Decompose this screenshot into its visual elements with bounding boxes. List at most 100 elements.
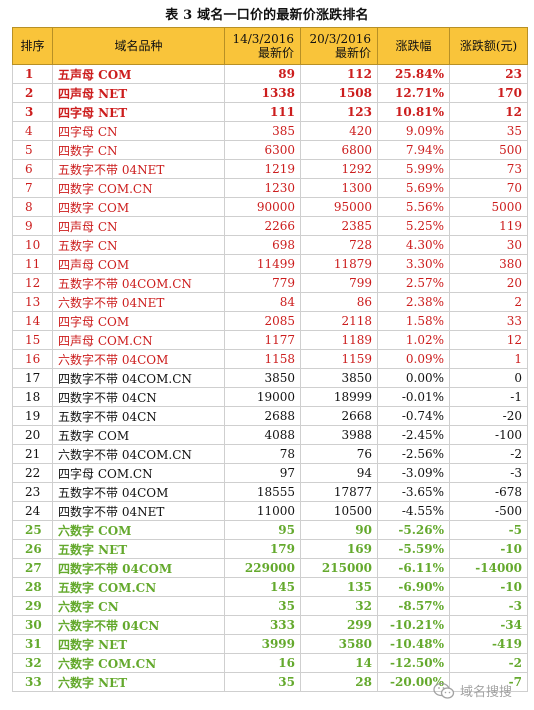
cell-domain-type: 四数字不带 04COM.CN bbox=[52, 368, 225, 388]
cell-change-pct: 0.09% bbox=[377, 349, 450, 369]
header-new-label: 最新价 bbox=[334, 46, 371, 60]
cell-rank: 11 bbox=[12, 254, 53, 274]
header-rank: 排序 bbox=[12, 27, 53, 65]
cell-old-price: 2688 bbox=[224, 406, 301, 426]
cell-change-pct: 10.81% bbox=[377, 102, 450, 122]
cell-old-price: 19000 bbox=[224, 387, 301, 407]
cell-new-price: 76 bbox=[300, 444, 378, 464]
cell-domain-type: 四数字不带 04CN bbox=[52, 387, 225, 407]
cell-change-amt: -34 bbox=[449, 615, 528, 635]
cell-change-pct: -8.57% bbox=[377, 596, 450, 616]
cell-change-amt: 0 bbox=[449, 368, 528, 388]
cell-domain-type: 四声母 COM bbox=[52, 254, 225, 274]
cell-rank: 2 bbox=[12, 83, 53, 103]
cell-rank: 1 bbox=[12, 64, 53, 84]
cell-domain-type: 五数字不带 04COM bbox=[52, 482, 225, 502]
cell-change-amt: 170 bbox=[449, 83, 528, 103]
cell-new-price: 2385 bbox=[300, 216, 378, 236]
cell-new-price: 10500 bbox=[300, 501, 378, 521]
cell-change-pct: 9.09% bbox=[377, 121, 450, 141]
cell-domain-type: 五数字不带 04CN bbox=[52, 406, 225, 426]
cell-new-price: 90 bbox=[300, 520, 378, 540]
header-change-pct: 涨跌幅 bbox=[377, 27, 450, 65]
cell-old-price: 1338 bbox=[224, 83, 301, 103]
cell-rank: 16 bbox=[12, 349, 53, 369]
cell-new-price: 18999 bbox=[300, 387, 378, 407]
cell-change-pct: -3.65% bbox=[377, 482, 450, 502]
table-row: 4 四字母 CN 385 420 9.09% 35 bbox=[12, 121, 528, 141]
cell-old-price: 90000 bbox=[224, 197, 301, 217]
cell-rank: 24 bbox=[12, 501, 53, 521]
cell-rank: 19 bbox=[12, 406, 53, 426]
cell-old-price: 111 bbox=[224, 102, 301, 122]
wechat-icon bbox=[433, 682, 455, 699]
cell-change-amt: 12 bbox=[449, 330, 528, 350]
cell-domain-type: 五数字 CN bbox=[52, 235, 225, 255]
table-row: 29 六数字 CN 35 32 -8.57% -3 bbox=[12, 596, 528, 616]
cell-rank: 7 bbox=[12, 178, 53, 198]
cell-change-amt: 70 bbox=[449, 178, 528, 198]
table-row: 30 六数字不带 04CN 333 299 -10.21% -34 bbox=[12, 615, 528, 635]
cell-rank: 13 bbox=[12, 292, 53, 312]
cell-change-pct: -20.00% bbox=[377, 672, 450, 692]
cell-change-amt: -500 bbox=[449, 501, 528, 521]
cell-old-price: 1219 bbox=[224, 159, 301, 179]
cell-change-amt: 500 bbox=[449, 140, 528, 160]
cell-rank: 33 bbox=[12, 672, 53, 692]
header-old-date: 14/3/2016 bbox=[232, 32, 294, 46]
cell-old-price: 229000 bbox=[224, 558, 301, 578]
cell-old-price: 11499 bbox=[224, 254, 301, 274]
cell-new-price: 135 bbox=[300, 577, 378, 597]
cell-change-amt: 33 bbox=[449, 311, 528, 331]
cell-rank: 10 bbox=[12, 235, 53, 255]
cell-change-pct: 2.38% bbox=[377, 292, 450, 312]
cell-change-amt: -2 bbox=[449, 653, 528, 673]
table-row: 7 四数字 COM.CN 1230 1300 5.69% 70 bbox=[12, 178, 528, 198]
cell-change-amt: -678 bbox=[449, 482, 528, 502]
cell-new-price: 799 bbox=[300, 273, 378, 293]
header-old-label: 最新价 bbox=[257, 46, 294, 60]
cell-new-price: 11879 bbox=[300, 254, 378, 274]
cell-rank: 17 bbox=[12, 368, 53, 388]
table-row: 21 六数字不带 04COM.CN 78 76 -2.56% -2 bbox=[12, 444, 528, 464]
table-row: 16 六数字不带 04COM 1158 1159 0.09% 1 bbox=[12, 349, 528, 369]
table-row: 12 五数字不带 04COM.CN 779 799 2.57% 20 bbox=[12, 273, 528, 293]
cell-domain-type: 六数字不带 04COM.CN bbox=[52, 444, 225, 464]
table-header: 排序 域名品种 14/3/2016 最新价 20/3/2016 最新价 涨跌幅 … bbox=[12, 27, 528, 65]
cell-change-pct: 5.56% bbox=[377, 197, 450, 217]
table-title: 表 3 域名一口价的最新价涨跌排名 bbox=[165, 8, 369, 23]
cell-domain-type: 四数字不带 04NET bbox=[52, 501, 225, 521]
cell-change-pct: -3.09% bbox=[377, 463, 450, 483]
table-row: 32 六数字 COM.CN 16 14 -12.50% -2 bbox=[12, 653, 528, 673]
cell-domain-type: 五数字不带 04COM.CN bbox=[52, 273, 225, 293]
cell-old-price: 698 bbox=[224, 235, 301, 255]
table-row: 33 六数字 NET 35 28 -20.00% -7 bbox=[12, 672, 528, 692]
cell-domain-type: 六数字不带 04COM bbox=[52, 349, 225, 369]
cell-old-price: 385 bbox=[224, 121, 301, 141]
cell-domain-type: 四声母 NET bbox=[52, 83, 225, 103]
cell-change-pct: -10.21% bbox=[377, 615, 450, 635]
cell-change-pct: 2.57% bbox=[377, 273, 450, 293]
table-row: 31 四数字 NET 3999 3580 -10.48% -419 bbox=[12, 634, 528, 654]
cell-change-pct: 5.69% bbox=[377, 178, 450, 198]
table-row: 8 四数字 COM 90000 95000 5.56% 5000 bbox=[12, 197, 528, 217]
cell-domain-type: 四字母 COM.CN bbox=[52, 463, 225, 483]
cell-old-price: 1158 bbox=[224, 349, 301, 369]
cell-domain-type: 五声母 COM bbox=[52, 64, 225, 84]
cell-old-price: 6300 bbox=[224, 140, 301, 160]
cell-old-price: 11000 bbox=[224, 501, 301, 521]
cell-change-amt: -7 bbox=[449, 672, 528, 692]
table-body: 1 五声母 COM 89 112 25.84% 23 2 四声母 NET 1338 1508 12.… bbox=[12, 64, 528, 692]
header-change-amt: 涨跌额(元) bbox=[449, 27, 528, 65]
cell-new-price: 1508 bbox=[300, 83, 378, 103]
cell-change-amt: 35 bbox=[449, 121, 528, 141]
cell-domain-type: 五数字 NET bbox=[52, 539, 225, 559]
cell-change-pct: 12.71% bbox=[377, 83, 450, 103]
cell-change-pct: 1.02% bbox=[377, 330, 450, 350]
cell-change-pct: -0.74% bbox=[377, 406, 450, 426]
watermark-text: 域名搜搜 bbox=[459, 685, 512, 700]
cell-change-amt: -419 bbox=[449, 634, 528, 654]
table-row: 2 四声母 NET 1338 1508 12.71% 170 bbox=[12, 83, 528, 103]
cell-change-pct: -12.50% bbox=[377, 653, 450, 673]
cell-change-pct: -6.90% bbox=[377, 577, 450, 597]
